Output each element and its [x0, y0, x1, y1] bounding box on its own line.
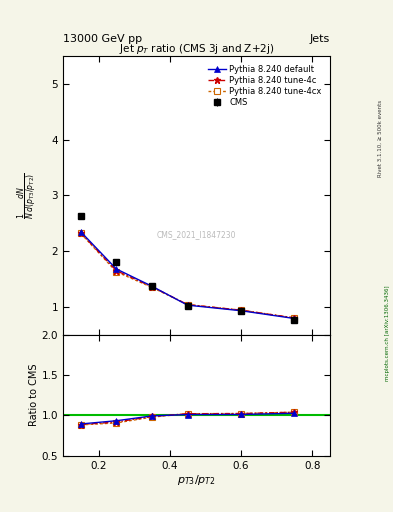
Pythia 8.240 default	[239, 308, 243, 314]
Y-axis label: Ratio to CMS: Ratio to CMS	[29, 364, 39, 426]
Pythia 8.240 tune-4c	[150, 284, 154, 290]
Legend: Pythia 8.240 default, Pythia 8.240 tune-4c, Pythia 8.240 tune-4cx, CMS: Pythia 8.240 default, Pythia 8.240 tune-…	[206, 63, 323, 109]
Pythia 8.240 tune-4c	[239, 307, 243, 313]
Pythia 8.240 tune-4c	[114, 268, 119, 274]
Text: Jets: Jets	[310, 33, 330, 44]
Text: 13000 GeV pp: 13000 GeV pp	[63, 33, 142, 44]
Pythia 8.240 tune-4cx	[185, 302, 190, 308]
Pythia 8.240 tune-4c	[185, 302, 190, 308]
Text: CMS_2021_I1847230: CMS_2021_I1847230	[157, 230, 236, 239]
Title: Jet $p_T$ ratio (CMS 3j and Z+2j): Jet $p_T$ ratio (CMS 3j and Z+2j)	[119, 42, 274, 56]
Pythia 8.240 tune-4cx	[239, 307, 243, 313]
Pythia 8.240 default	[150, 283, 154, 289]
Line: Pythia 8.240 tune-4cx: Pythia 8.240 tune-4cx	[78, 230, 297, 321]
Line: Pythia 8.240 default: Pythia 8.240 default	[78, 229, 297, 322]
Pythia 8.240 default	[78, 228, 83, 234]
Pythia 8.240 tune-4cx	[114, 269, 119, 275]
Text: mcplots.cern.ch [arXiv:1306.3436]: mcplots.cern.ch [arXiv:1306.3436]	[385, 285, 390, 380]
Text: $\frac{1}{N}\frac{dN}{d(p_{T3}/p_{T2})}$: $\frac{1}{N}\frac{dN}{d(p_{T3}/p_{T2})}$	[16, 172, 40, 219]
Pythia 8.240 default	[185, 302, 190, 308]
Pythia 8.240 default	[114, 266, 119, 272]
X-axis label: $p_{T3}/p_{T2}$: $p_{T3}/p_{T2}$	[177, 473, 216, 487]
Pythia 8.240 tune-4cx	[150, 284, 154, 290]
Pythia 8.240 tune-4c	[292, 315, 297, 321]
Pythia 8.240 default	[292, 315, 297, 322]
Text: Rivet 3.1.10, ≥ 500k events: Rivet 3.1.10, ≥ 500k events	[378, 100, 383, 177]
Pythia 8.240 tune-4cx	[78, 230, 83, 237]
Line: Pythia 8.240 tune-4c: Pythia 8.240 tune-4c	[77, 229, 298, 322]
Pythia 8.240 tune-4cx	[292, 315, 297, 321]
Pythia 8.240 tune-4c	[78, 230, 83, 236]
